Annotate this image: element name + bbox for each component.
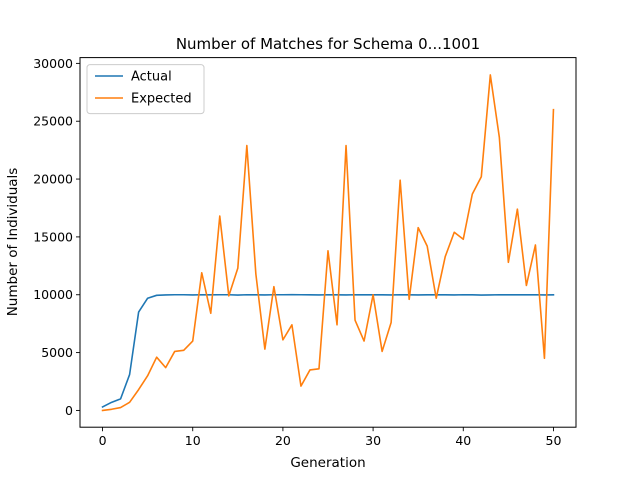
legend-box bbox=[86, 64, 205, 115]
plot-frame bbox=[79, 57, 577, 428]
y-tick-label: 0 bbox=[65, 403, 73, 418]
series-line-actual bbox=[101, 293, 555, 409]
legend: Actual Expected bbox=[86, 64, 205, 115]
y-tick-label: 5000 bbox=[41, 345, 73, 360]
chart-title: Number of Matches for Schema 0...1001 bbox=[176, 35, 480, 53]
y-tick-label: 15000 bbox=[33, 229, 73, 244]
x-axis: 0 10 20 30 40 50 bbox=[99, 427, 562, 448]
y-tick-label: 10000 bbox=[33, 287, 73, 302]
y-tick-label: 30000 bbox=[33, 56, 73, 71]
legend-label-actual: Actual bbox=[131, 70, 172, 85]
y-tick-label: 20000 bbox=[33, 172, 73, 187]
x-tick-label: 50 bbox=[546, 433, 562, 448]
legend-label-expected: Expected bbox=[131, 92, 192, 107]
series-line-expected bbox=[101, 74, 555, 412]
x-tick-label: 40 bbox=[455, 433, 471, 448]
y-axis-label: Number of Individuals bbox=[5, 168, 21, 317]
x-tick-label: 0 bbox=[99, 433, 107, 448]
y-tick-label: 25000 bbox=[33, 114, 73, 129]
x-tick-label: 10 bbox=[185, 433, 201, 448]
x-tick-label: 20 bbox=[275, 433, 291, 448]
y-axis: 0 5000 10000 15000 20000 25000 30000 bbox=[33, 56, 80, 418]
x-tick-label: 30 bbox=[365, 433, 381, 448]
x-axis-label: Generation bbox=[290, 455, 365, 471]
series-layer bbox=[101, 74, 555, 412]
